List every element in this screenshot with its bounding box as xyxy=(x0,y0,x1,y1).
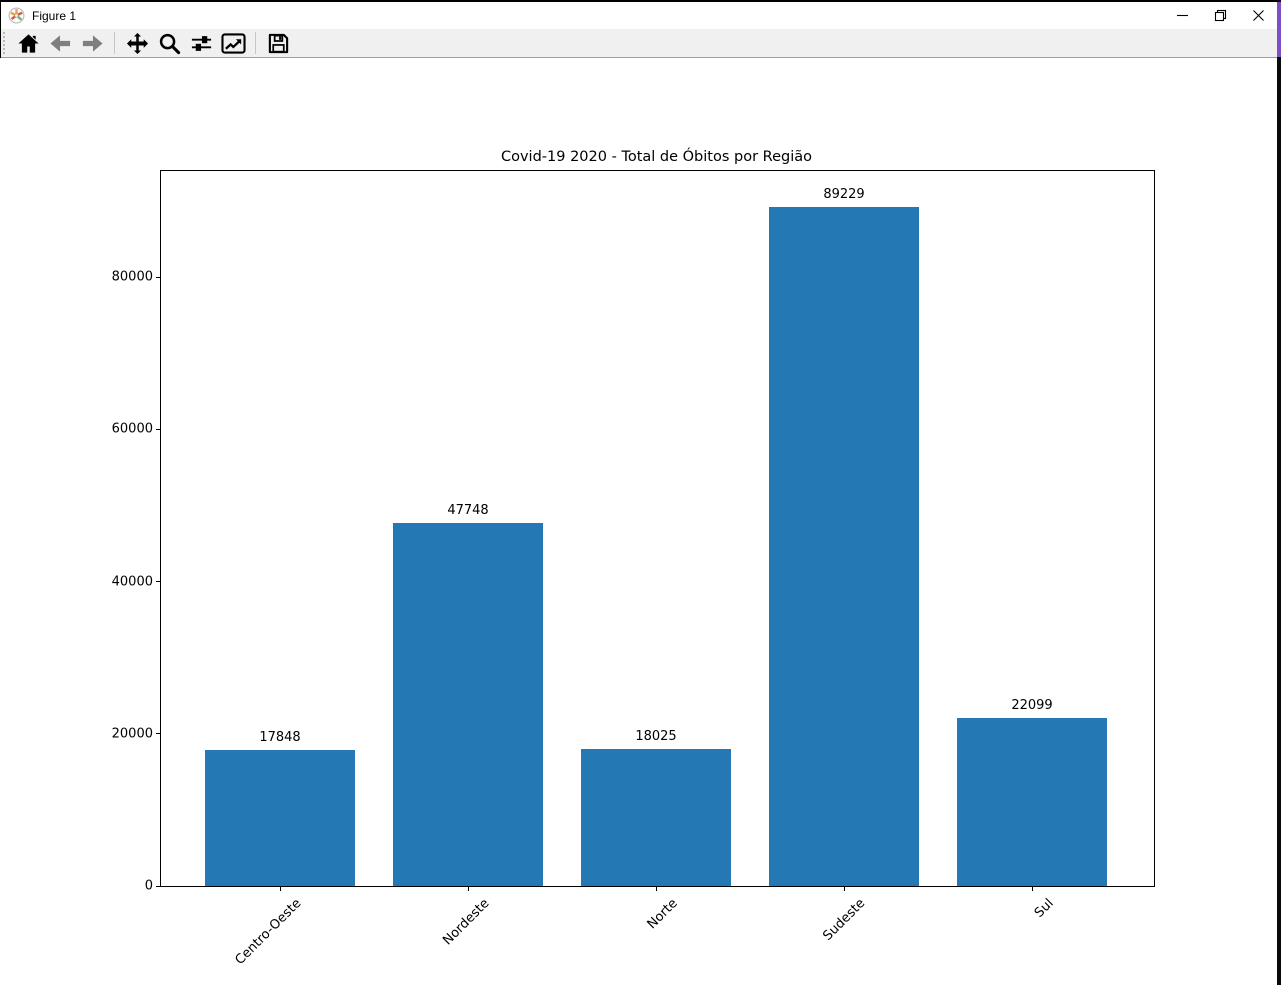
bar-value-label: 89229 xyxy=(823,186,865,202)
restore-icon xyxy=(1214,9,1226,22)
back-button[interactable] xyxy=(45,30,75,56)
navigation-toolbar xyxy=(0,29,1277,58)
bar-value-label: 18025 xyxy=(635,728,677,744)
title-bar: Figure 1 xyxy=(1,2,1277,29)
bar-value-label: 47748 xyxy=(447,502,489,518)
matplotlib-logo-icon xyxy=(8,7,25,24)
forward-arrow-icon xyxy=(82,34,103,52)
edit-parameters-button[interactable] xyxy=(218,30,248,56)
y-tick-mark xyxy=(156,276,160,278)
line-chart-icon xyxy=(220,32,246,54)
bar-norte xyxy=(581,748,731,886)
x-tick-mark xyxy=(656,887,657,891)
home-icon xyxy=(17,33,39,53)
save-button[interactable] xyxy=(263,30,293,56)
forward-button[interactable] xyxy=(77,30,107,56)
sliders-icon xyxy=(191,35,211,51)
window-title: Figure 1 xyxy=(32,8,77,23)
close-icon xyxy=(1252,10,1264,21)
magnifier-icon xyxy=(159,33,180,54)
y-tick-label: 0 xyxy=(144,878,153,894)
x-tick-mark xyxy=(844,887,845,891)
x-tick-label-centro-oeste: Centro-Oeste xyxy=(232,896,305,969)
zoom-button[interactable] xyxy=(154,30,184,56)
window-top-border xyxy=(0,0,1281,2)
toolbar-separator xyxy=(255,32,256,54)
bar-value-label: 17848 xyxy=(259,730,301,746)
y-tick-mark xyxy=(156,428,160,430)
y-tick-mark xyxy=(156,581,160,583)
floppy-disk-icon xyxy=(268,33,288,53)
y-tick-label: 80000 xyxy=(111,269,153,285)
x-tick-mark xyxy=(280,887,281,891)
x-tick-mark xyxy=(468,887,469,891)
close-button[interactable] xyxy=(1239,2,1277,29)
bar-value-label: 22099 xyxy=(1011,697,1053,713)
plot-area: 0 20000 40000 60000 80000 17848 Centro-Oeste 47… xyxy=(112,170,1155,968)
y-tick-mark xyxy=(156,733,160,735)
pan-button[interactable] xyxy=(122,30,152,56)
purple-accent-strip xyxy=(1277,2,1281,57)
y-tick-label: 20000 xyxy=(111,726,153,742)
window-left-border xyxy=(0,0,1,58)
y-tick-label: 40000 xyxy=(111,574,153,589)
x-tick-label-nordeste: Nordeste xyxy=(440,896,493,949)
pan-arrows-icon xyxy=(126,32,148,54)
minimize-button[interactable] xyxy=(1163,2,1201,29)
x-tick-label-norte: Norte xyxy=(644,896,681,933)
y-tick-label: 60000 xyxy=(111,421,153,437)
restore-button[interactable] xyxy=(1201,2,1239,29)
bar-sul xyxy=(957,717,1107,886)
desktop-background-strip xyxy=(1277,0,1281,985)
y-tick-mark xyxy=(156,885,160,887)
back-arrow-icon xyxy=(49,34,70,52)
bar-sudeste xyxy=(769,206,919,886)
toolbar-grip-handle[interactable] xyxy=(2,32,6,54)
bar-nordeste xyxy=(393,522,543,886)
x-tick-label-sudeste: Sudeste xyxy=(820,896,869,944)
toolbar-separator xyxy=(114,32,115,54)
bar-centro-oeste xyxy=(205,750,355,886)
x-tick-mark xyxy=(1032,887,1033,891)
home-button[interactable] xyxy=(13,30,43,56)
configure-subplots-button[interactable] xyxy=(186,30,216,56)
minimize-icon xyxy=(1176,14,1188,17)
figure-canvas: Covid-19 2020 - Total de Óbitos por Regi… xyxy=(0,58,1277,985)
chart-title: Covid-19 2020 - Total de Óbitos por Regi… xyxy=(500,149,812,165)
x-tick-label-sul: Sul xyxy=(1031,896,1057,921)
